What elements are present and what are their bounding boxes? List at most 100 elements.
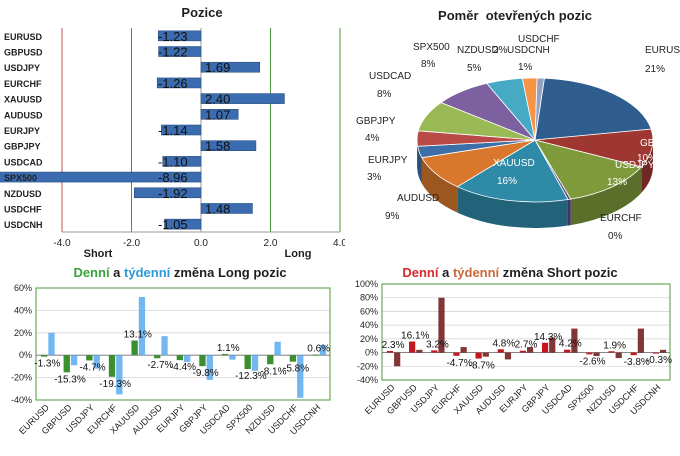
short-value-label-usdcad: 4.2% (559, 339, 582, 350)
value-label-usdcnh: -1.05 (158, 217, 188, 232)
open-positions-pie-chart: Poměr otevřených pozic EURUSD 21% GBPUSD 10… (356, 8, 680, 242)
category-label-gbpjpy: GBPJPY (4, 142, 41, 152)
long-change-chart: Denní a týdenní změna Long pozic -40% -20… (11, 265, 331, 437)
bar-eurchf (156, 77, 202, 89)
long-y-tick-label: -40% (11, 395, 32, 405)
long-bar-daily-usdjpy (86, 355, 93, 361)
long-bar-weekly-usdjpy (93, 355, 100, 369)
long-y-tick-label: 20% (14, 328, 32, 338)
long-bar-weekly-gbpjpy (206, 355, 213, 380)
short-value-label-eurusd: 2.3% (382, 340, 405, 351)
pie-label-spx500: SPX500 (413, 42, 450, 53)
category-label-eurjpy: EURJPY (4, 126, 40, 136)
short-bar-weekly-eurusd (394, 352, 401, 367)
short-bar-daily-eurjpy (519, 350, 526, 353)
short-bar-daily-usdchf (630, 352, 637, 356)
short-bar-daily-usdjpy (431, 350, 438, 353)
long-bar-weekly-usdcnh (319, 345, 327, 356)
pie-label-eurchf: EURCHF (600, 213, 642, 224)
short-value-label-usdchf: -3.8% (624, 357, 650, 368)
x-tick-label: -2.0 (123, 238, 141, 249)
short-value-label-usdjpy: 3.2% (426, 339, 449, 350)
pie-label-eurjpy: EURJPY (368, 155, 408, 166)
short-title-part-0: Denní (402, 265, 439, 280)
pie-label-usdchf: USDCHF (518, 34, 560, 45)
pie-side-xauusd (457, 186, 568, 228)
x-tick-label: 4.0 (333, 238, 345, 249)
short-bar-weekly-gbpusd (416, 349, 423, 353)
pie-label-usdcnh: USDCNH (507, 45, 550, 56)
short-bar-weekly-spx500 (593, 352, 600, 356)
value-label-usdjpy: 1.69 (205, 60, 230, 75)
long-value-label-gbpjpy: -9.8% (193, 368, 219, 379)
long-bar-weekly-audusd (161, 336, 168, 356)
short-bar-weekly-usdchf (637, 328, 644, 353)
pie-side-usdjpy (570, 166, 642, 226)
category-label-usdjpy: USDJPY (4, 63, 40, 73)
long-y-tick-label: -20% (11, 373, 32, 383)
long-bar-daily-eurchf (108, 355, 116, 377)
pie-label-xauusd: XAUUSD (493, 158, 535, 169)
long-y-tick-label: 40% (14, 305, 32, 315)
pie-value-usdjpy: 13% (607, 177, 627, 188)
positions-chart: Pozice EURUSD GBPUSD USDJPY EURCHF XAUUSD AUD… (0, 5, 345, 260)
short-y-tick-label: 0% (365, 348, 378, 358)
short-bar-daily-gbpjpy (541, 342, 549, 353)
short-value-label-nzdusd: 1.9% (603, 340, 626, 351)
short-bar-daily-eurusd (386, 350, 394, 353)
category-label-usdchf: USDCHF (4, 204, 42, 214)
value-label-gbpjpy: 1.58 (205, 139, 230, 154)
long-bar-weekly-usdchf (297, 355, 304, 398)
short-y-tick-label: 80% (360, 293, 378, 303)
long-change-title: Denní a týdenní změna Long pozic (73, 265, 286, 280)
long-bar-daily-eurusd (40, 355, 48, 357)
pie-value-eurjpy: 3% (367, 172, 382, 183)
pie-label-usdjpy: USDJPY (615, 160, 655, 171)
long-title-part-3: změna Long pozic (170, 265, 286, 280)
pie-label-nzdusd: NZDUSD (457, 45, 499, 56)
long-value-label-usdcad: 1.1% (217, 343, 240, 354)
pie-value-xauusd: 16% (497, 176, 517, 187)
short-bar-weekly-xauusd (482, 352, 489, 357)
short-plot-frame (381, 283, 671, 381)
category-label-eurusd: EURUSD (4, 32, 43, 42)
pie-side-gbpusd (641, 140, 653, 193)
pie-side-eurjpy (417, 146, 422, 184)
short-bar-weekly-audusd (504, 352, 512, 360)
long-bar-weekly-gbpusd (70, 355, 78, 366)
pie-value-usdcad: 8% (377, 89, 392, 100)
pie-slice-gbpusd (534, 128, 654, 168)
category-label-eurchf: EURCHF (4, 79, 42, 89)
long-value-label-usdjpy: -4.7% (79, 362, 105, 373)
category-label-audusd: AUDUSD (4, 110, 43, 120)
pie-value-nzdusd: 5% (467, 63, 482, 74)
short-bar-weekly-eurjpy (527, 347, 534, 353)
pie-side-audusd (421, 157, 458, 213)
pie-slice-usdcnh (534, 77, 545, 141)
bar-usdjpy (200, 61, 261, 73)
pie-label-audusd: AUDUSD (397, 193, 439, 204)
short-bar-daily-usdcnh (652, 352, 659, 354)
short-title-part-2: týdenní (453, 265, 500, 280)
value-label-spx500: -8.96 (158, 170, 188, 185)
short-bar-weekly-nzdusd (615, 352, 622, 359)
category-label-usdcnh: USDCNH (4, 220, 43, 230)
long-bar-weekly-xauusd (138, 296, 146, 356)
short-y-tick-label: -40% (357, 375, 378, 385)
short-y-tick-label: 20% (360, 334, 378, 344)
short-bar-daily-usdcad (564, 349, 571, 353)
long-bar-weekly-eurchf (116, 355, 123, 395)
long-bar-weekly-usdcad (229, 355, 236, 360)
pie-label-usdcad: USDCAD (369, 71, 411, 82)
short-bar-daily-nzdusd (608, 351, 615, 353)
long-bar-weekly-eurjpy (184, 355, 191, 362)
pie-value-gbpjpy: 4% (365, 133, 380, 144)
value-label-usdcad: -1.10 (158, 154, 188, 169)
bar-xauusd (200, 93, 285, 104)
category-label-nzdusd: NZDUSD (4, 189, 42, 199)
pie-title: Poměr otevřených pozic (438, 8, 592, 23)
long-y-tick-label: 0% (19, 350, 32, 360)
category-label-gbpusd: GBPUSD (4, 48, 43, 58)
value-label-eurusd: -1.23 (158, 29, 188, 44)
value-label-eurchf: -1.26 (158, 76, 188, 91)
